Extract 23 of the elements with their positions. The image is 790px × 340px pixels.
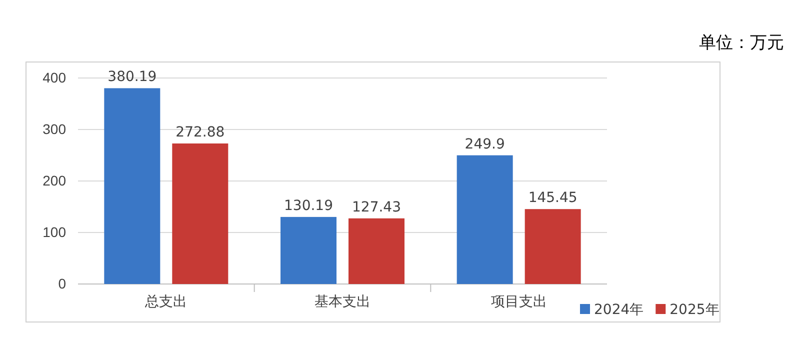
x-tick-label: 基本支出 xyxy=(314,292,370,309)
legend-label: 2025年 xyxy=(670,302,720,318)
x-tick-label: 项目支出 xyxy=(490,292,547,309)
data-label: 249.9 xyxy=(464,136,505,152)
y-tick-label: 0 xyxy=(58,275,66,292)
x-tick-label: 总支出 xyxy=(144,292,188,309)
bar xyxy=(172,143,228,284)
data-label: 130.19 xyxy=(284,198,333,214)
y-tick-label: 300 xyxy=(42,120,66,137)
bar xyxy=(456,155,513,284)
bar xyxy=(280,216,336,284)
y-tick-label: 100 xyxy=(42,224,66,240)
data-label: 127.43 xyxy=(352,199,401,216)
data-label: 272.88 xyxy=(176,124,225,140)
legend-label: 2024年 xyxy=(594,302,644,318)
bar xyxy=(104,88,160,284)
data-label: 145.45 xyxy=(528,190,578,206)
y-tick-label: 200 xyxy=(42,172,66,188)
data-label: 380.19 xyxy=(108,69,157,86)
text: 单位：万元 xyxy=(699,33,784,53)
bar xyxy=(524,209,581,284)
y-tick-label: 400 xyxy=(42,69,66,86)
bar xyxy=(348,218,404,284)
